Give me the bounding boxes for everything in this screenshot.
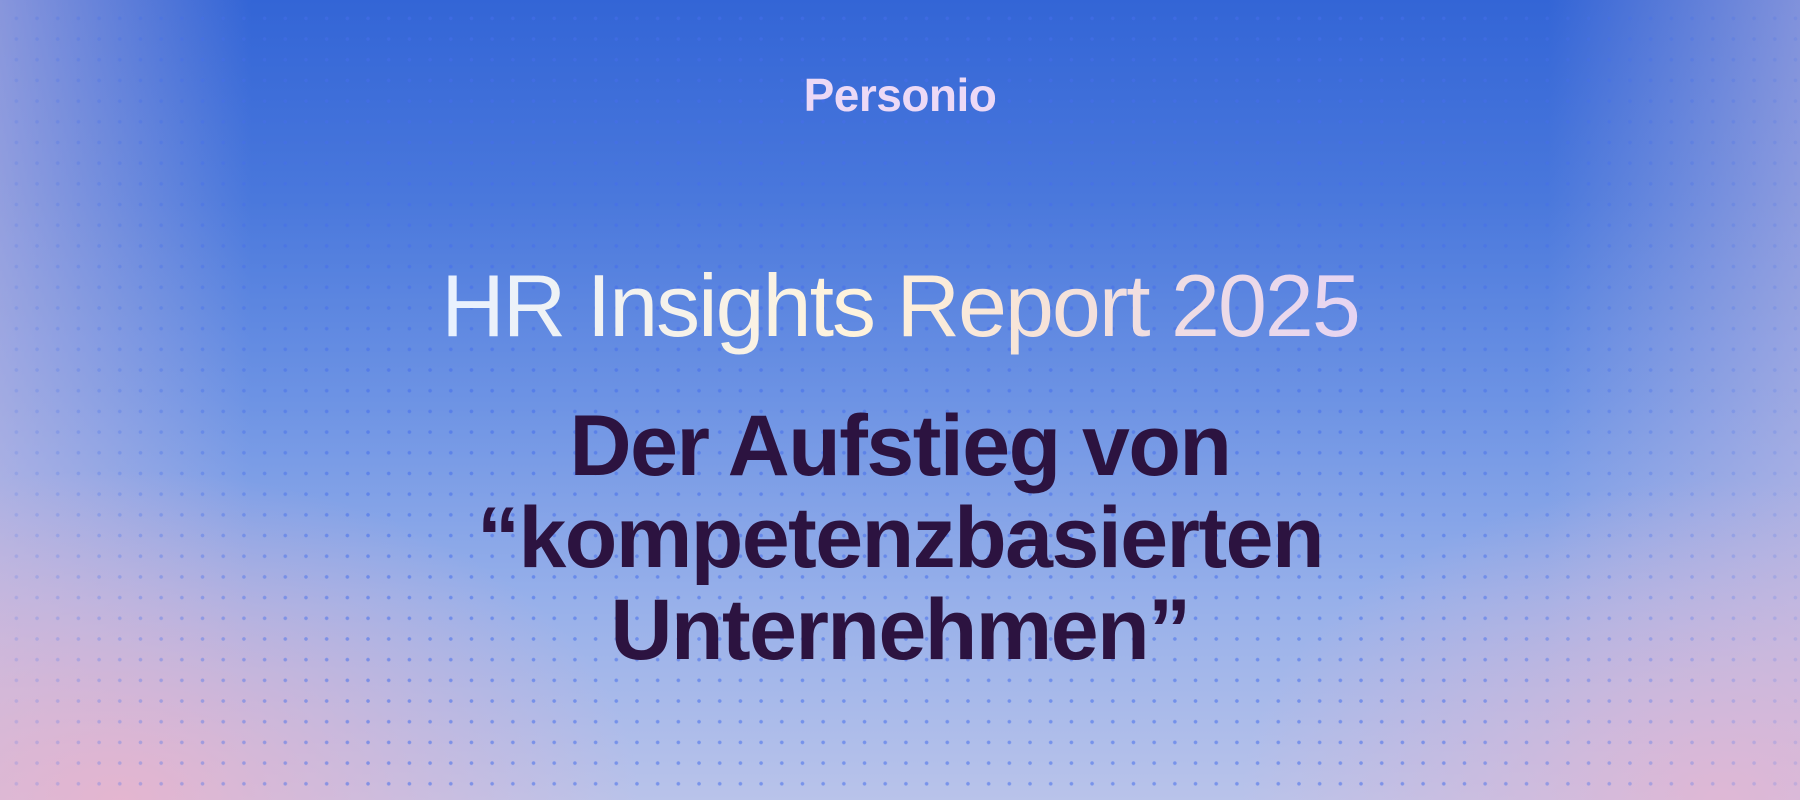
report-title: HR Insights Report 2025 [0, 256, 1800, 356]
subtitle-line: “kompetenzbasierten [476, 490, 1325, 586]
report-title-text: HR Insights Report 2025 [441, 256, 1361, 355]
personio-logo: Personio [803, 69, 997, 121]
report-subtitle: Der Aufstieg von “kompetenzbasierten Unt… [0, 400, 1800, 676]
subtitle-line: Unternehmen” [610, 582, 1191, 678]
subtitle-line: Der Aufstieg von [569, 398, 1232, 494]
